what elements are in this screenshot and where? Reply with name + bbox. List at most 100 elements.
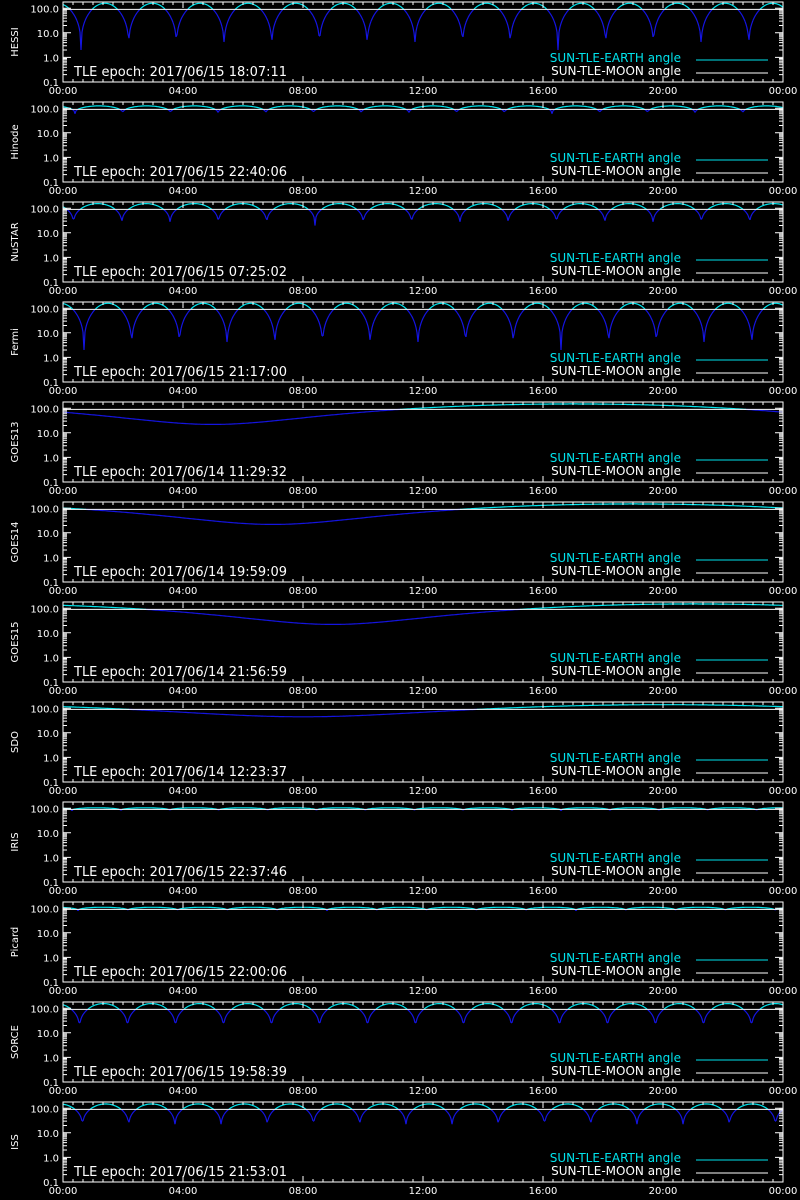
y-tick-label: 0.1 [43, 678, 59, 689]
satellite-name: Picard [10, 927, 21, 958]
x-tick-label: 00:00 [49, 286, 78, 297]
x-tick-label: 20:00 [649, 86, 678, 97]
panel-picard: 100.010.01.00.100:00 04:00 08:00 12:00 16:00… [10, 901, 797, 997]
y-tick-label: 1.0 [43, 1053, 59, 1064]
x-tick-label: 00:00 [769, 386, 798, 397]
x-tick-label: 16:00 [529, 86, 558, 97]
series-earth-angle-low [145, 608, 521, 625]
legend-earth-label: SUN-TLE-EARTH angle [550, 951, 681, 965]
y-tick-label: 0.1 [43, 78, 59, 89]
y-tick-label: 1.0 [43, 653, 59, 664]
x-tick-label: 12:00 [409, 1086, 438, 1097]
x-tick-label: 08:00 [289, 86, 318, 97]
x-tick-label: 12:00 [409, 886, 438, 897]
x-tick-label: 00:00 [769, 486, 798, 497]
series-earth-angle-high [62, 1103, 769, 1111]
y-tick-label: 1.0 [43, 53, 59, 64]
y-tick-label: 1.0 [43, 1153, 59, 1164]
legend-earth-label: SUN-TLE-EARTH angle [550, 1051, 681, 1065]
y-tick-label: 10.0 [37, 1129, 59, 1140]
y-tick-label: 100.0 [30, 604, 59, 615]
legend-earth-label: SUN-TLE-EARTH angle [550, 551, 681, 565]
x-tick-label: 00:00 [49, 986, 78, 997]
tle-epoch-text: TLE epoch: 2017/06/15 22:40:06 [73, 165, 287, 180]
x-tick-label: 16:00 [529, 986, 558, 997]
panel-sorce: 100.010.01.00.100:00 04:00 08:00 12:00 16:00… [10, 1001, 798, 1097]
satellite-name: GOES14 [10, 521, 21, 562]
panel-sdo: 100.010.01.00.100:00 04:00 08:00 12:00 16:00… [10, 701, 798, 797]
x-tick-label: 20:00 [649, 886, 678, 897]
x-tick-label: 08:00 [289, 586, 318, 597]
axis-ticks [62, 902, 784, 983]
legend-earth-label: SUN-TLE-EARTH angle [550, 1151, 681, 1165]
y-tick-label: 1.0 [43, 153, 59, 164]
y-tick-label: 10.0 [37, 629, 59, 640]
y-tick-label: 0.1 [43, 378, 59, 389]
x-tick-label: 12:00 [409, 786, 438, 797]
x-tick-label: 12:00 [409, 86, 438, 97]
series-earth-angle-low [74, 1108, 784, 1125]
y-tick-label: 100.0 [30, 504, 59, 515]
y-tick-label: 0.1 [43, 978, 59, 989]
legend-earth-label: SUN-TLE-EARTH angle [550, 351, 681, 365]
tle-epoch-text: TLE epoch: 2017/06/15 19:58:39 [73, 1065, 287, 1080]
satellite-name: Fermi [10, 328, 21, 356]
x-tick-label: 12:00 [409, 386, 438, 397]
x-tick-label: 04:00 [169, 1186, 198, 1197]
x-tick-label: 00:00 [49, 786, 78, 797]
axis-ticks [62, 602, 784, 683]
legend-moon-label: SUN-TLE-MOON angle [551, 164, 681, 178]
x-tick-label: 08:00 [289, 386, 318, 397]
x-tick-label: 08:00 [289, 1086, 318, 1097]
y-tick-label: 100.0 [30, 404, 59, 415]
axis-ticks [62, 302, 784, 383]
y-tick-label: 1.0 [43, 453, 59, 464]
x-tick-label: 16:00 [529, 586, 558, 597]
y-tick-label: 10.0 [37, 129, 59, 140]
legend-moon-label: SUN-TLE-MOON angle [551, 664, 681, 678]
axis-ticks [62, 1102, 784, 1183]
legend-earth-label: SUN-TLE-EARTH angle [550, 451, 681, 465]
x-tick-label: 04:00 [169, 786, 198, 797]
series-earth-angle-low [72, 308, 764, 351]
x-tick-label: 16:00 [529, 386, 558, 397]
y-tick-label: 10.0 [37, 29, 59, 40]
x-tick-label: 00:00 [769, 886, 798, 897]
y-tick-label: 0.1 [43, 178, 59, 189]
panel-goes15: 100.010.01.00.100:00 04:00 08:00 12:00 16:00… [10, 601, 797, 697]
tle-epoch-text: TLE epoch: 2017/06/15 21:17:00 [73, 365, 287, 380]
x-tick-label: 04:00 [169, 486, 198, 497]
y-tick-label: 0.1 [43, 1178, 59, 1189]
satellite-name: GOES13 [10, 421, 21, 462]
y-tick-label: 100.0 [30, 4, 59, 15]
x-tick-label: 08:00 [289, 786, 318, 797]
x-tick-label: 08:00 [289, 986, 318, 997]
legend-moon-label: SUN-TLE-MOON angle [551, 1164, 681, 1178]
x-tick-label: 20:00 [649, 386, 678, 397]
x-tick-label: 12:00 [409, 1186, 438, 1197]
legend-moon-label: SUN-TLE-MOON angle [551, 864, 681, 878]
y-tick-label: 10.0 [37, 729, 59, 740]
tle-epoch-text: TLE epoch: 2017/06/14 21:56:59 [73, 665, 287, 680]
y-tick-label: 0.1 [43, 478, 59, 489]
legend-moon-label: SUN-TLE-MOON angle [551, 964, 681, 978]
legend-earth-label: SUN-TLE-EARTH angle [550, 651, 681, 665]
x-tick-label: 08:00 [289, 186, 318, 197]
x-tick-label: 12:00 [409, 986, 438, 997]
legend-moon-label: SUN-TLE-MOON angle [551, 764, 681, 778]
x-tick-label: 20:00 [649, 586, 678, 597]
y-tick-label: 0.1 [43, 878, 59, 889]
x-tick-label: 04:00 [169, 986, 198, 997]
x-tick-label: 00:00 [769, 1086, 798, 1097]
legend-moon-label: SUN-TLE-MOON angle [551, 264, 681, 278]
axis-ticks [62, 2, 784, 83]
x-tick-label: 16:00 [529, 886, 558, 897]
x-tick-label: 00:00 [769, 786, 798, 797]
y-tick-label: 1.0 [43, 253, 59, 264]
x-tick-label: 04:00 [169, 286, 198, 297]
x-tick-label: 04:00 [169, 586, 198, 597]
legend-earth-label: SUN-TLE-EARTH angle [550, 251, 681, 265]
x-tick-label: 00:00 [49, 886, 78, 897]
legend-earth-label: SUN-TLE-EARTH angle [550, 851, 681, 865]
